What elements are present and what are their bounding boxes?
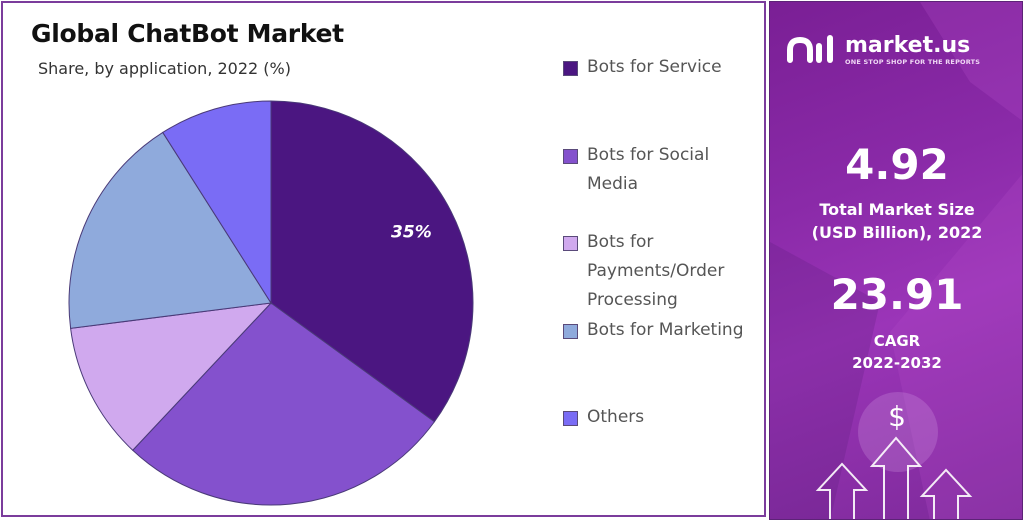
pie-slice-4 [162, 100, 272, 305]
cagr-value: 23.91 [830, 270, 964, 319]
legend-item-3: Bots for Marketing [563, 316, 763, 345]
chart-subtitle: Share, by application, 2022 (%) [38, 59, 291, 78]
market-size-value: 4.92 [845, 140, 949, 189]
pie-slice-1 [132, 302, 436, 506]
legend-item-0: Bots for Service [563, 53, 763, 82]
legend-item-2: Bots for Payments/Order Processing [563, 228, 763, 315]
growth-arrows-icon [815, 436, 973, 519]
legend-item-4: Others [563, 403, 763, 432]
legend-label: Bots for [587, 232, 654, 252]
pie-slice-label-0: 35% [391, 222, 432, 242]
legend-swatch [563, 149, 578, 164]
dollar-icon: $ [888, 400, 906, 433]
legend-swatch [563, 411, 578, 426]
cagr-label-line1: CAGR [873, 332, 921, 350]
legend-label: Others [587, 407, 645, 427]
brand-name: market.us [845, 33, 971, 58]
legend-label: Bots for Social [587, 145, 710, 165]
pie-slice-0 [270, 100, 474, 423]
legend-label: Bots for Service [587, 57, 722, 77]
legend-label: Payments/Order [587, 261, 725, 281]
stats-panel: market.us ONE STOP SHOP FOR THE REPORTS … [769, 1, 1023, 520]
logo-icon [787, 35, 833, 63]
pie-slice-3 [68, 131, 272, 329]
legend-label: Processing [587, 290, 678, 310]
legend-swatch [563, 236, 578, 251]
legend-swatch [563, 324, 578, 339]
chart-title: Global ChatBot Market [31, 19, 344, 48]
chart-panel: Global ChatBot Market Share, by applicat… [1, 1, 766, 517]
cagr-label-line2: 2022-2032 [852, 354, 942, 372]
pie-slice-2 [70, 302, 273, 451]
background-decoration [770, 2, 1022, 519]
legend-item-1: Bots for Social Media [563, 141, 763, 199]
legend-label: Bots for Marketing [587, 320, 744, 340]
market-size-label-line1: Total Market Size [819, 200, 975, 219]
brand-tagline: ONE STOP SHOP FOR THE REPORTS [845, 58, 981, 66]
market-size-label-line2: (USD Billion), 2022 [811, 223, 983, 242]
pie-chart: 35% [68, 100, 474, 506]
legend-label: Media [587, 174, 639, 194]
legend-swatch [563, 61, 578, 76]
